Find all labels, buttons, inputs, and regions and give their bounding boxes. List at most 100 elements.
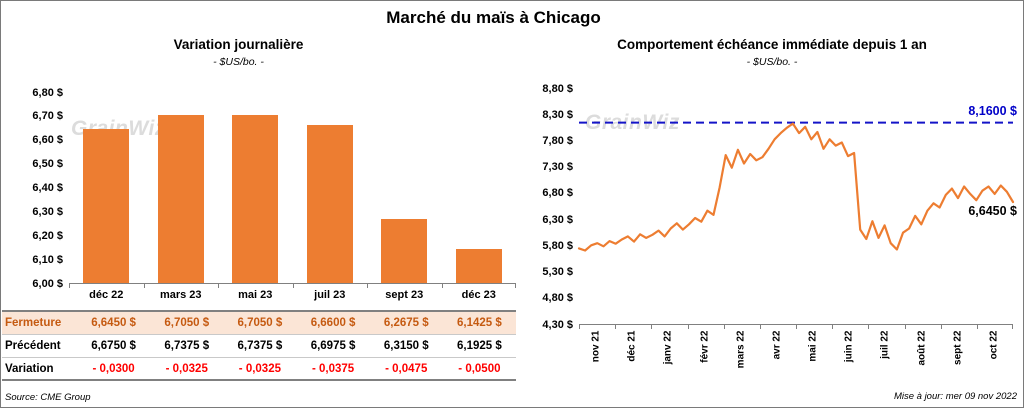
year-trend-panel: Comportement échéance immédiate depuis 1… — [521, 1, 1023, 407]
bar-ytick-label: 6,10 $ — [32, 253, 63, 266]
line-xaxis-tick — [796, 325, 797, 329]
bar-déc 23 — [455, 249, 502, 283]
line-xlabel-juin-22: juin 22 — [843, 330, 855, 363]
bar-déc 22 — [83, 129, 130, 283]
line-xlabel-janv-22: janv 22 — [662, 330, 674, 365]
bar-xaxis-tick — [69, 284, 70, 288]
line-xlabel-avr-22: avr 22 — [771, 330, 783, 360]
line-xaxis-tick — [579, 325, 580, 329]
table-cell: 6,1425 $ — [457, 317, 502, 329]
line-y-axis: 8,80 $ 8,30 $ 7,80 $ 7,30 $ 6,80 $ 6,30 $ 5,80… — [527, 83, 573, 334]
table-cell: - 0,0375 — [311, 362, 355, 375]
page-title: Marché du maïs à Chicago — [386, 8, 601, 27]
line-xlabel-févr-22: févr 22 — [699, 330, 711, 363]
price-line-chart — [577, 121, 1015, 252]
line-xaxis-tick — [868, 325, 870, 329]
table-cell: 6,6975 $ — [310, 340, 356, 352]
bar-ytick-label: 6,40 $ — [32, 182, 63, 194]
last-price-label: 6,6450 $ — [968, 204, 1017, 218]
line-xaxis-tick — [832, 325, 834, 329]
bar-ytick-label: 6,00 $ — [32, 277, 63, 290]
bar-sept 23 — [381, 219, 428, 283]
bar-xlabel-déc-22: déc 22 — [89, 289, 124, 301]
table-cell: - 0,0500 — [458, 362, 501, 375]
line-xaxis-tick — [651, 325, 653, 329]
line-ytick-label: 8,30 $ — [542, 108, 573, 121]
bar-ytick-label: 6,70 $ — [32, 110, 63, 123]
daily-variation-panel: Variation journalière - $US/bo. - GrainW… — [1, 1, 521, 407]
table-cell: 6,2675 $ — [383, 317, 429, 329]
bar-xlabel-sept-23: sept 23 — [385, 289, 424, 301]
line-xlabel-oct-22: oct 22 — [988, 330, 1000, 360]
table-row-précédent: Précédent 6,6750 $ 6,7375 $ 6,7375 $ 6,6975 … — [2, 335, 516, 358]
table-cell: 6,6600 $ — [310, 317, 356, 329]
bar-mars 23 — [157, 114, 204, 283]
bar-xaxis-tick — [143, 284, 145, 288]
line-xlabel-nov-21: nov 21 — [590, 330, 602, 363]
line-ytick-label: 4,80 $ — [542, 292, 573, 305]
line-xlabel-mai-22: mai 22 — [807, 330, 819, 362]
table-cell: 6,6450 $ — [91, 317, 136, 329]
table-row-variation: Variation - 0,0300 - 0,0325 - 0,0325 - 0,037… — [2, 358, 516, 381]
table-cell: 6,7375 $ — [237, 340, 283, 352]
max-price-label: 8,1600 $ — [968, 104, 1017, 118]
update-note: Mise à jour: mer 09 nov 2022 — [893, 391, 1017, 402]
table-cell: 6,7050 $ — [164, 317, 210, 329]
table-cell: - 0,0325 — [238, 362, 281, 375]
row-label: Variation — [5, 362, 54, 375]
line-xaxis-tick — [723, 325, 725, 329]
row-label: Précédent — [5, 340, 61, 352]
table-cell: 6,1925 $ — [457, 340, 502, 352]
table-cell: 6,7375 $ — [164, 340, 210, 352]
price-table: Fermeture 6,6450 $ 6,7050 $ 6,7050 $ 6,6600 … — [2, 310, 516, 381]
table-cell: 6,3150 $ — [383, 340, 429, 352]
bar-xaxis-tick — [515, 284, 516, 288]
table-row-fermeture: Fermeture 6,6450 $ 6,7050 $ 6,7050 $ 6,6600 … — [2, 312, 516, 335]
bar-chart-title: Variation journalière — [173, 37, 304, 52]
line-chart-title: Comportement échéance immédiate depuis 1… — [617, 37, 927, 52]
line-xlabel-sept-22: sept 22 — [952, 330, 964, 365]
bar-ytick-label: 6,80 $ — [32, 86, 63, 99]
line-xaxis-tick — [687, 325, 689, 329]
bar-xlabel-juil-23: juil 23 — [314, 289, 346, 301]
bar-chart-subtitle: - $US/bo. - — [213, 56, 264, 68]
line-ytick-label: 7,80 $ — [542, 134, 573, 147]
line-plot — [577, 89, 1015, 325]
line-chart-subtitle: - $US/bo. - — [746, 56, 798, 68]
bar-xaxis-tick — [441, 284, 443, 288]
bar-ytick-label: 6,60 $ — [32, 134, 63, 147]
table-cell: - 0,0475 — [385, 362, 428, 375]
line-xlabel-mars-22: mars 22 — [735, 330, 747, 369]
price-line — [577, 122, 1015, 252]
table-cell: 6,7050 $ — [237, 317, 283, 329]
bar-ytick-label: 6,30 $ — [32, 205, 63, 218]
bar-ytick-label: 6,50 $ — [32, 158, 63, 171]
bar-plot — [69, 93, 516, 288]
line-xaxis-tick — [976, 325, 978, 329]
bar-xlabel-mai-23: mai 23 — [238, 289, 273, 301]
line-ytick-label: 4,30 $ — [542, 318, 573, 331]
bar-x-axis: déc 22 mars 23 mai 23 juil 23 sept 23 déc 23 — [69, 289, 516, 303]
bar-mai 23 — [232, 114, 279, 283]
bar-xaxis-tick — [292, 284, 294, 288]
table-cell: - 0,0300 — [92, 362, 135, 375]
line-xaxis-tick — [1012, 325, 1013, 329]
row-label: Fermeture — [5, 317, 62, 329]
line-ytick-label: 6,30 $ — [542, 213, 573, 226]
source-note: Source: CME Group — [5, 392, 91, 403]
line-xlabel-août-22: août 22 — [916, 330, 928, 366]
line-xlabel-déc-21: déc 21 — [626, 330, 638, 362]
line-ytick-label: 6,80 $ — [542, 187, 573, 200]
line-xaxis-tick — [615, 325, 617, 329]
table-cell: - 0,0325 — [165, 362, 208, 375]
line-xaxis-tick — [940, 325, 942, 329]
line-ytick-label: 5,30 $ — [542, 266, 573, 279]
bar-juil 23 — [306, 125, 353, 283]
line-xaxis-tick — [904, 325, 906, 329]
bar-xlabel-mars-23: mars 23 — [159, 289, 202, 301]
line-xaxis-tick — [759, 325, 761, 329]
bar-xaxis-tick — [367, 284, 368, 288]
table-cell: 6,6750 $ — [91, 340, 136, 352]
line-ytick-label: 5,80 $ — [542, 239, 573, 252]
